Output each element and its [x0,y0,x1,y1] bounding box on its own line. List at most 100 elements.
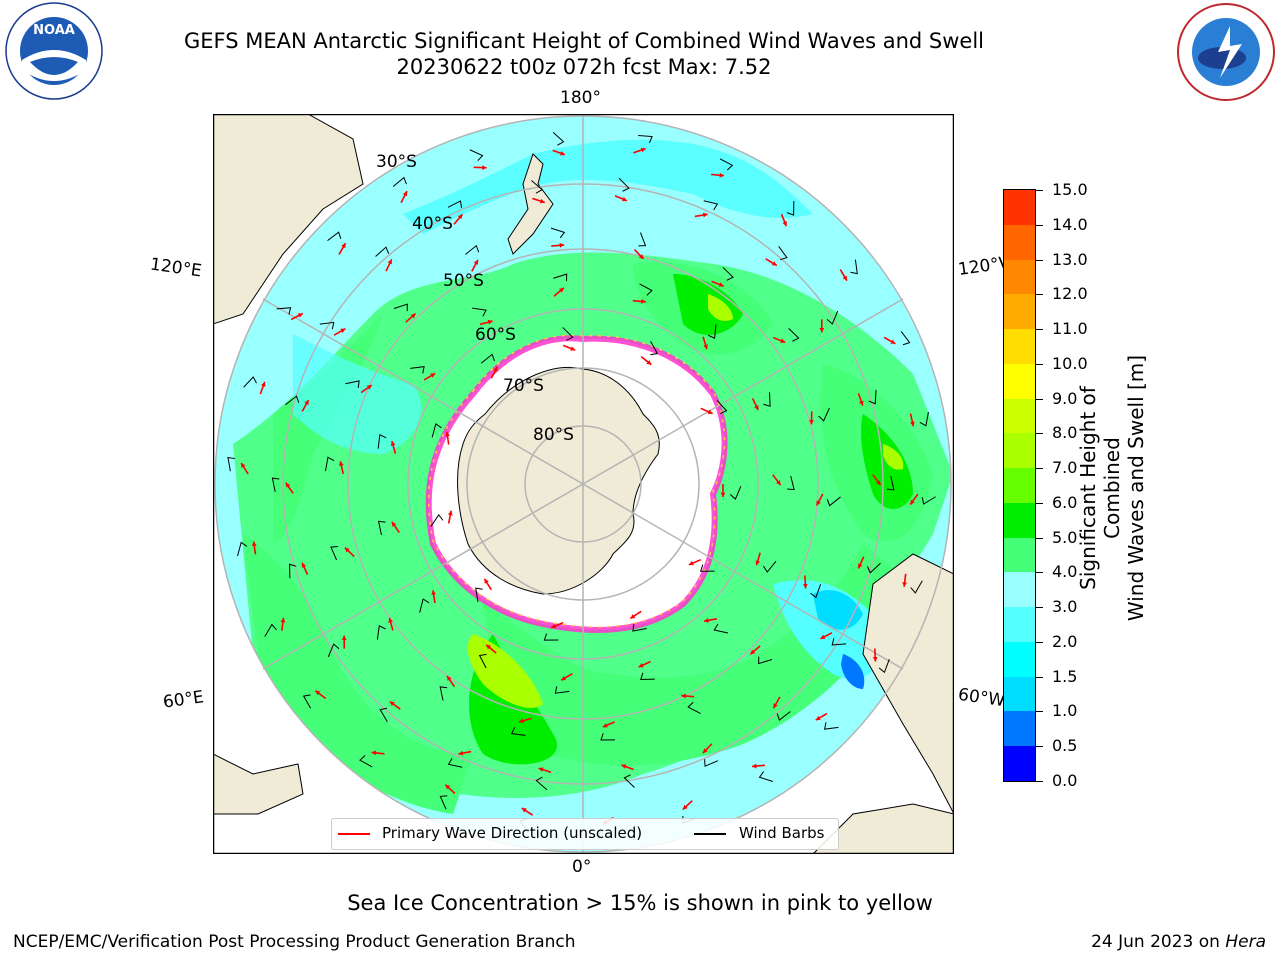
wind-barb [535,776,548,791]
wave-arrow-head [559,242,565,248]
wind-barb [552,132,565,146]
colorbar-segment [1004,745,1035,781]
wind-barb [878,658,890,674]
wind-barb [716,400,728,415]
wind-barb [758,656,773,665]
wave-arrow-head [447,510,453,516]
wave-arrow-head [473,259,478,265]
colorbar-tick-label: 14.0 [1052,214,1088,234]
wind-barb [510,727,526,736]
wind-barb [758,771,773,782]
colorbar-tick-label: 13.0 [1052,249,1088,269]
wave-arrow-head [388,617,393,623]
wave-arrow-head [602,723,608,728]
wind-barb [900,331,911,346]
colorbar-segment [1004,189,1035,225]
wind-barb [638,232,647,247]
wave-arrow-head [842,275,847,281]
wave-arrow-head [688,560,694,566]
colorbar-tick-label: 6.0 [1052,492,1078,512]
wind-barb [788,328,800,342]
legend-wind-barbs: Wind Barbs [739,824,825,842]
wave-arrow-head [776,480,781,486]
wave-arrow-head [570,346,576,351]
wave-arrow-head [780,338,786,343]
wind-barb [623,774,635,788]
colorbar-tick [1035,537,1043,539]
wind-barb-swatch [694,833,726,835]
colorbar-segment [1004,293,1035,330]
wave-arrow-head [902,582,908,587]
wind-barb [600,733,615,741]
wind-barb [763,560,777,573]
wind-barb [375,246,390,257]
wind-barb [430,513,444,527]
wind-barb [480,353,495,364]
wind-barb [831,638,847,646]
wave-arrow-head [890,339,896,344]
wave-arrow-head [802,583,808,589]
wind-barb [472,307,487,317]
wind-barb [543,633,559,641]
lat-label-70s: 70°S [503,376,544,396]
chart-title: GEFS MEAN Antarctic Significant Height o… [183,29,985,53]
wave-arrow-head [430,373,436,378]
wave-arrow-head [389,701,395,707]
wind-barb [640,672,655,681]
wind-barb [439,686,448,701]
wave-arrow-head [387,259,392,265]
primary-wave-swatch [338,833,370,835]
wave-arrow-head [402,191,408,197]
wave-arrow-head [280,617,286,623]
wave-arrow-head [301,562,307,568]
colorbar-tick-label: 12.0 [1052,284,1088,304]
wind-barb [237,541,248,557]
wave-arrow-head [366,385,372,390]
wave-arrow-head [339,461,344,467]
wind-barb [271,477,280,492]
wind-barb [703,200,719,211]
colorbar-segment [1004,606,1035,642]
wave-arrow-head [521,808,527,813]
wave-arrow-head [750,649,756,655]
wave-arrow-head [445,431,450,437]
wind-barb [324,456,335,472]
wind-barb [376,625,386,640]
wave-arrow-head [458,750,464,756]
colorbar-tick-label: 1.5 [1052,666,1078,686]
colorbar-tick-label: 11.0 [1052,319,1088,339]
footer-date: 24 Jun 2023 on Hera [1091,932,1266,952]
lat-label-40s: 40°S [412,214,453,234]
wave-arrow-head [773,703,778,709]
wind-barb [786,201,795,216]
colorbar-tick-label: 1.0 [1052,701,1078,721]
wind-barb [330,546,338,561]
lat-label-80s: 80°S [533,425,574,445]
wind-barb [763,392,771,407]
wave-arrow-head [719,172,725,178]
colorbar-tick-label: 5.0 [1052,527,1078,547]
wave-arrow-head [755,560,761,566]
wave-arrow-head [815,715,821,721]
wave-arrow-head [681,693,686,699]
wind-barb [379,707,388,722]
colorbar-segment [1004,363,1035,399]
wind-barb [562,327,574,341]
wave-direction-arrows [240,147,919,826]
colorbar-tick-label: 8.0 [1052,423,1078,443]
wind-barb [632,624,647,632]
wave-arrow-head [702,748,708,754]
colorbar-tick [1035,190,1043,191]
wave-arrow-head [702,212,708,218]
wave-arrow-head [551,623,557,629]
wave-arrow-head [809,419,814,425]
wave-arrow-head [482,165,487,171]
wind-barb [618,177,630,192]
wind-barb [778,245,788,261]
wave-arrow-head [751,763,757,769]
colorbar-tick [1035,502,1043,504]
wave-arrow-head [559,150,565,156]
colorbar-tick [1035,398,1043,400]
wind-barb [431,423,442,438]
wave-arrow-head [782,221,787,227]
